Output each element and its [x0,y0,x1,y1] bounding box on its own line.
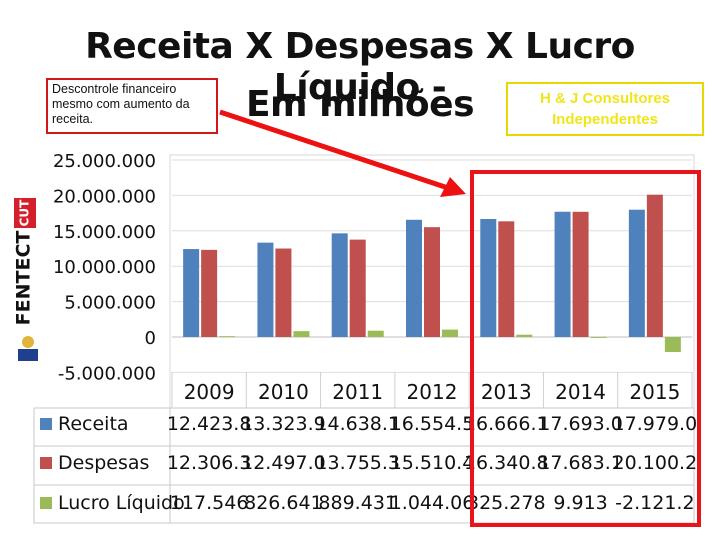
table-row-label: Receita [58,413,129,435]
bar [442,329,458,337]
y-tick-label: 0 [145,328,156,349]
bar [664,337,681,353]
table-row-label: Despesas [58,452,149,474]
table-cell: 17.979.0 [613,413,698,435]
table-cell: 16.554.5 [390,413,475,435]
y-tick-label: 20.000.000 [53,186,156,207]
x-category-label: 2009 [184,380,235,404]
arrow-line [219,109,449,191]
table-cell: 12.423.8 [167,413,252,435]
x-category-label: 2015 [629,380,680,404]
table-cell: 117.546 [170,492,249,514]
cut-badge-icon [14,198,36,228]
x-axis-categories: 2009 2010 2011 2012 2013 2014 2015 [184,380,681,404]
logo-wordmark: FENTECT [13,231,35,326]
table-cell: 16.340.8 [464,452,549,474]
table-cell: 889.431 [318,492,397,514]
x-category-label: 2011 [332,380,383,404]
x-category-label: 2013 [481,380,532,404]
worker-icon [18,336,38,361]
y-tick-label: 10.000.000 [53,257,156,278]
table-cell: 16.666.1 [464,413,549,435]
legend-key [40,497,52,509]
bar [554,211,571,337]
bar [367,330,384,337]
table-cell: 1.044.06 [390,492,475,514]
y-axis: 25.000.000 20.000.000 15.000.000 10.000.000… [53,151,156,384]
consultant-line-1: H & J Consultores [539,90,671,107]
table-cell: 15.510.4 [390,452,475,474]
bar [275,248,292,337]
bar [646,194,663,337]
highlight-box [470,170,701,527]
callout-note: Descontrole financeiro mesmo com aumento… [46,78,218,134]
bar [293,331,310,337]
data-table: Receita 12.423.813.323.914.638.116.554.51… [33,407,698,524]
slide-subtitle: Em milhões [245,84,475,125]
fentect-logo: CUT FENTECT [13,198,38,361]
bar [628,209,645,337]
x-category-label: 2012 [407,380,458,404]
table-cell: 325.278 [467,492,546,514]
annotations [219,109,701,527]
bar [219,336,236,338]
table-cell: 13.755.3 [315,452,400,474]
bar [572,211,589,337]
x-category-label: 2010 [258,380,309,404]
bar [257,242,274,337]
logo-badge-text: CUT [18,199,32,227]
table-row-label: Lucro Líquido [58,492,185,514]
bar [590,336,607,338]
slide-title: Receita X Despesas X Lucro Líquido - [85,26,635,108]
x-category-label: 2014 [555,380,606,404]
table-cell: 17.683.1 [538,452,623,474]
table-cell: 826.641 [244,492,323,514]
bar [424,227,440,337]
table-cell: 14.638.1 [315,413,400,435]
consultant-line-2: Independentes [552,111,658,128]
table-cell: 9.913 [553,492,607,514]
consultant-box: H & J Consultores Independentes [506,82,704,136]
table-cell: 17.693.0 [538,413,623,435]
y-tick-label: -5.000.000 [58,363,156,384]
table-cell: 12.306.3 [167,452,252,474]
y-tick-label: 25.000.000 [53,151,156,172]
y-tick-label: 5.000.000 [64,293,156,314]
table-cell: -2.121.2 [615,492,694,514]
table-cell: 20.100.2 [613,452,698,474]
bar [183,249,200,337]
bar [406,219,422,337]
bar [516,334,533,337]
bar [331,233,348,337]
table-cell: 12.497.0 [241,452,326,474]
legend-key [40,418,52,430]
bar [480,219,497,337]
bar [349,239,366,337]
table-border [33,407,695,524]
y-tick-label: 15.000.000 [53,222,156,243]
bar [201,249,218,337]
table-cell: 13.323.9 [241,413,326,435]
legend-key [40,457,52,469]
arrow-head-icon [440,177,466,197]
bars [183,194,681,353]
bar [498,221,515,337]
